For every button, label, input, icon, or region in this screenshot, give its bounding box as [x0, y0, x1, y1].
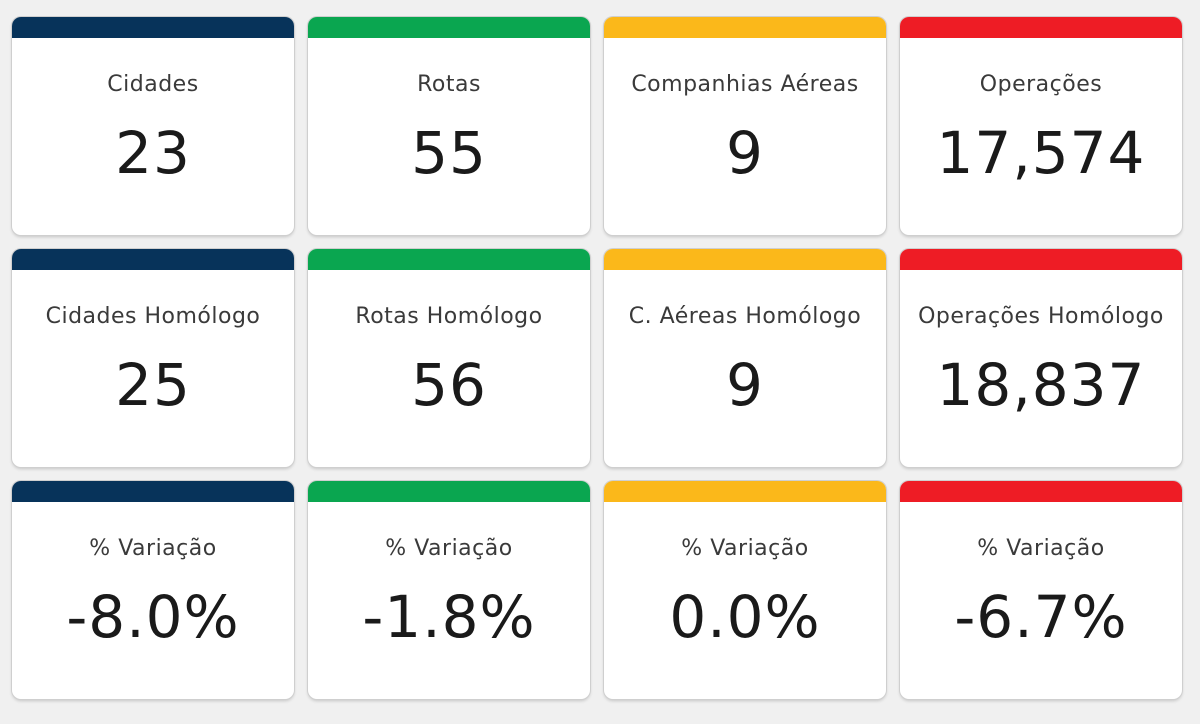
kpi-card-rotas: Rotas 55: [308, 17, 590, 235]
card-label: C. Aéreas Homólogo: [628, 304, 862, 329]
card-label: % Variação: [89, 536, 217, 561]
kpi-card-operacoes: Operações 17,574: [900, 17, 1182, 235]
card-value: 56: [411, 351, 487, 419]
card-value: -1.8%: [362, 583, 536, 651]
card-value: 18,837: [936, 351, 1146, 419]
kpi-card-companhias-aereas: Companhias Aéreas 9: [604, 17, 886, 235]
card-label: Cidades: [107, 72, 199, 97]
card-label: Rotas Homólogo: [355, 304, 543, 329]
card-accent-bar: [308, 17, 590, 38]
card-label: % Variação: [385, 536, 513, 561]
card-value: 25: [115, 351, 191, 419]
kpi-card-rotas-homologo: Rotas Homólogo 56: [308, 249, 590, 467]
card-label: Operações: [979, 72, 1103, 97]
card-accent-bar: [604, 249, 886, 270]
card-accent-bar: [604, 481, 886, 502]
card-accent-bar: [12, 17, 294, 38]
card-accent-bar: [900, 481, 1182, 502]
card-value: 9: [726, 351, 764, 419]
kpi-card-cidades: Cidades 23: [12, 17, 294, 235]
card-label: Rotas: [417, 72, 481, 97]
card-label: Companhias Aéreas: [631, 72, 859, 97]
kpi-card-variacao-companhias: % Variação 0.0%: [604, 481, 886, 699]
card-accent-bar: [308, 249, 590, 270]
card-value: 55: [411, 119, 487, 187]
kpi-card-variacao-rotas: % Variação -1.8%: [308, 481, 590, 699]
card-label: Operações Homólogo: [918, 304, 1164, 329]
kpi-card-variacao-operacoes: % Variação -6.7%: [900, 481, 1182, 699]
card-value: 17,574: [936, 119, 1146, 187]
card-accent-bar: [900, 249, 1182, 270]
card-accent-bar: [308, 481, 590, 502]
kpi-card-grid: Cidades 23 Rotas 55 Companhias Aéreas 9 …: [12, 17, 1182, 699]
card-accent-bar: [12, 481, 294, 502]
card-accent-bar: [900, 17, 1182, 38]
kpi-card-cidades-homologo: Cidades Homólogo 25: [12, 249, 294, 467]
card-value: -8.0%: [66, 583, 240, 651]
kpi-card-operacoes-homologo: Operações Homólogo 18,837: [900, 249, 1182, 467]
card-value: 9: [726, 119, 764, 187]
card-accent-bar: [604, 17, 886, 38]
card-label: Cidades Homólogo: [45, 304, 261, 329]
kpi-card-variacao-cidades: % Variação -8.0%: [12, 481, 294, 699]
card-accent-bar: [12, 249, 294, 270]
card-value: 23: [115, 119, 191, 187]
card-label: % Variação: [681, 536, 809, 561]
card-value: -6.7%: [954, 583, 1128, 651]
card-value: 0.0%: [669, 583, 821, 651]
card-label: % Variação: [977, 536, 1105, 561]
kpi-card-c-aereas-homologo: C. Aéreas Homólogo 9: [604, 249, 886, 467]
